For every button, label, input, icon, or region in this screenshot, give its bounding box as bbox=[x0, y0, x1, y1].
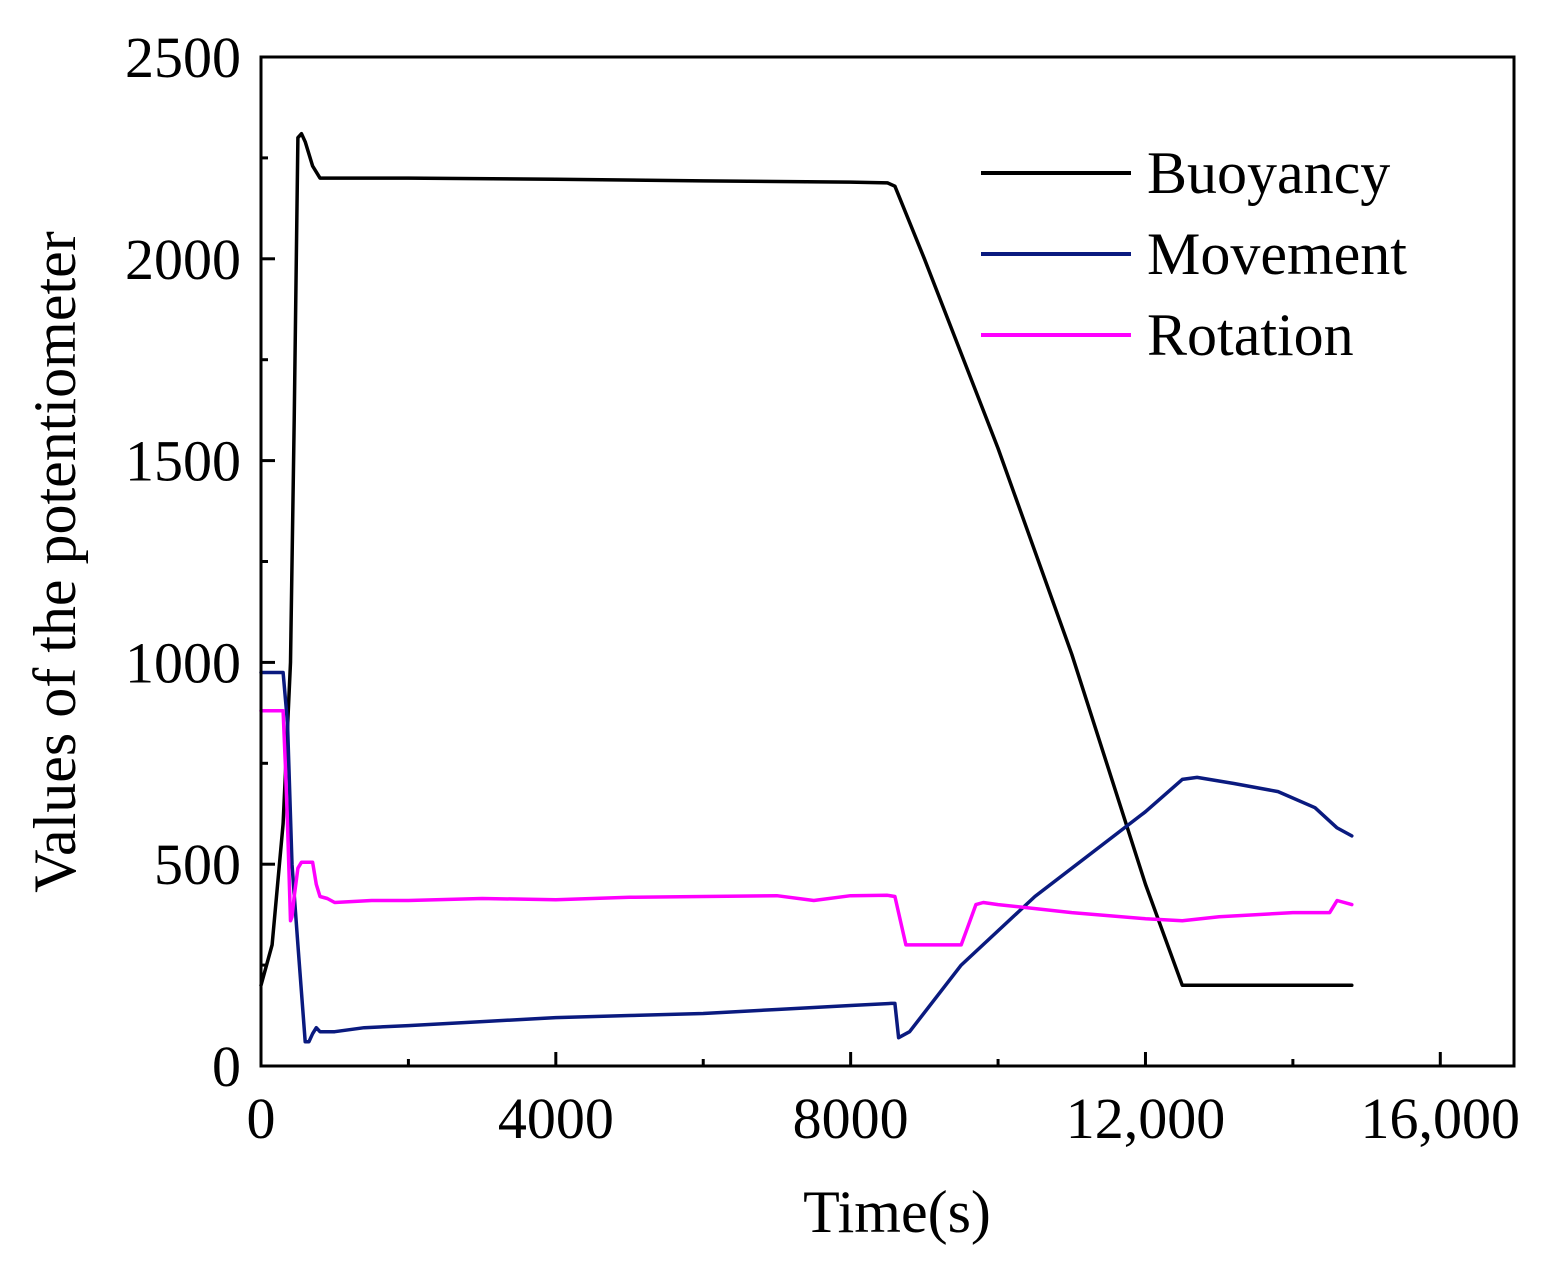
y-tick-label: 0 bbox=[212, 1034, 241, 1099]
x-axis: 0 4000 8000 12,000 16,000 bbox=[247, 1052, 1521, 1151]
series-layer bbox=[259, 131, 1354, 1044]
y-tick-label: 2500 bbox=[125, 25, 241, 90]
plot-frame bbox=[259, 55, 1516, 1068]
y-axis-title: Values of the potentiometer bbox=[22, 231, 88, 892]
legend-label-movement: Movement bbox=[1147, 221, 1407, 287]
x-tick-label: 12,000 bbox=[1066, 1086, 1226, 1151]
legend: Buoyancy Movement Rotation bbox=[981, 140, 1407, 368]
legend-label-rotation: Rotation bbox=[1147, 302, 1354, 368]
series-line-movement bbox=[259, 670, 1354, 1044]
x-tick-label: 16,000 bbox=[1361, 1086, 1521, 1151]
y-axis: 0 500 1000 1500 2000 2500 bbox=[125, 25, 275, 1099]
x-tick-label: 4000 bbox=[498, 1086, 614, 1151]
x-tick-label: 8000 bbox=[793, 1086, 909, 1151]
y-tick-label: 2000 bbox=[125, 227, 241, 292]
y-tick-label: 1500 bbox=[125, 429, 241, 494]
y-tick-label: 500 bbox=[154, 832, 241, 897]
x-tick-label: 0 bbox=[247, 1086, 276, 1151]
series-line-rotation bbox=[259, 709, 1354, 947]
y-tick-label: 1000 bbox=[125, 630, 241, 695]
series-line-buoyancy bbox=[259, 131, 1354, 988]
x-axis-title: Time(s) bbox=[803, 1179, 991, 1245]
legend-label-buoyancy: Buoyancy bbox=[1147, 140, 1390, 206]
